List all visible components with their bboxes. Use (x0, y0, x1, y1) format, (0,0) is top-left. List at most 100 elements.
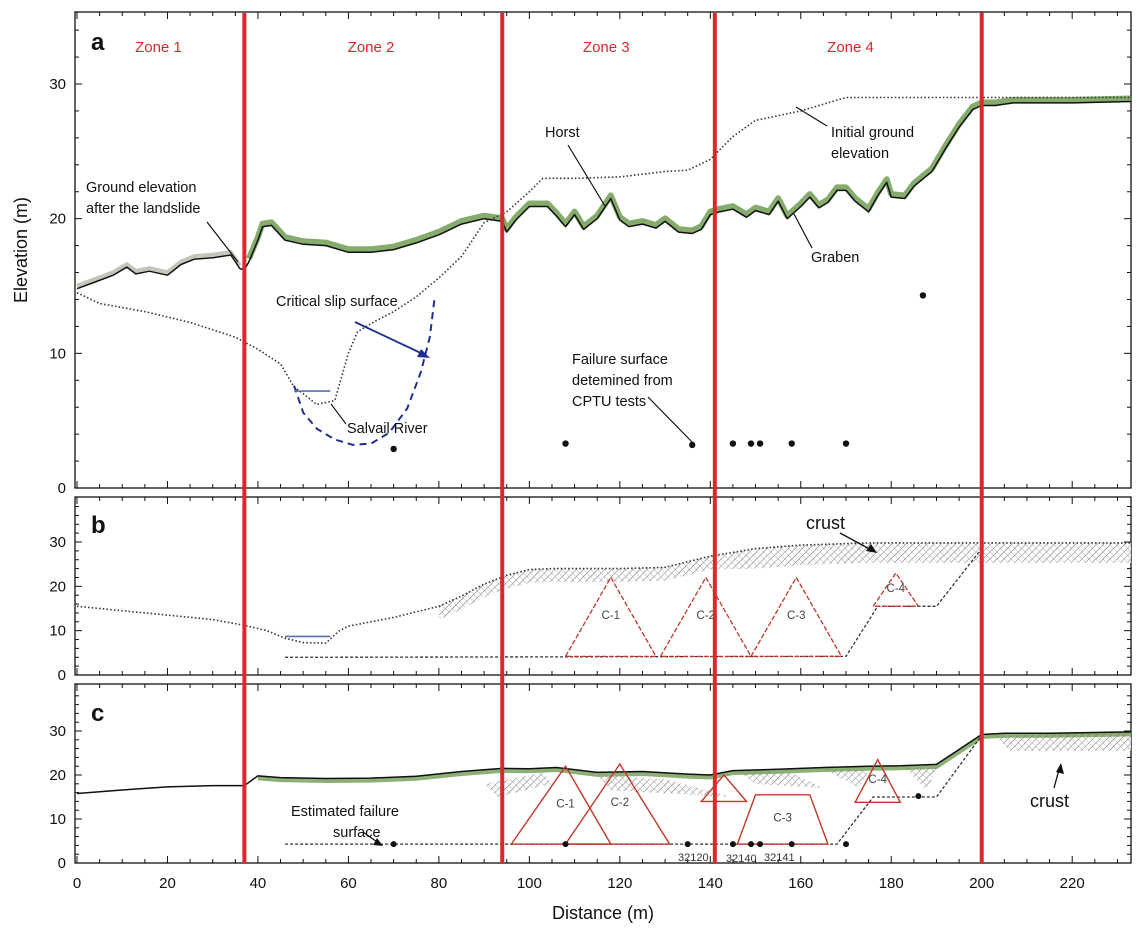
annotation-ground-after-1: Ground elevation (86, 180, 196, 196)
vegetation-a (246, 99, 983, 260)
cptu-point (562, 440, 569, 447)
cptu-point (756, 440, 764, 447)
annotation-salvail-river: Salvail River (347, 421, 428, 437)
x-tick-label: 140 (698, 875, 723, 892)
y-tick-label: 20 (49, 211, 66, 228)
triangle-label: C-3 (787, 610, 806, 622)
zone-boundaries: Zone 1 Zone 2 Zone 3 Zone 4 (135, 13, 984, 863)
arrowhead-crust-b (866, 544, 877, 553)
cptu-id-32140: 32140 (726, 853, 757, 865)
panel-label-a: a (91, 29, 105, 56)
zone-label: Zone 1 (135, 39, 182, 56)
crust-block-c (737, 770, 824, 789)
failure-point (915, 793, 922, 800)
initial-ground-line-a (76, 96, 1131, 406)
x-tick-label: 0 (73, 875, 81, 892)
panel-b-frame (74, 496, 1132, 676)
leader-horst (567, 144, 606, 207)
y-tick-label: 0 (58, 480, 66, 497)
annotation-failure-2: detemined from (572, 373, 673, 389)
critical-slip-surface (293, 299, 436, 446)
arrow-critical-slip (354, 321, 426, 356)
triangle-label: C-2 (611, 797, 630, 809)
y-tick-label: 30 (49, 76, 66, 93)
zone-label: Zone 3 (583, 39, 630, 56)
x-tick-label: 180 (879, 875, 904, 892)
y-tick-label: 0 (58, 855, 66, 872)
triangle-c-c-1 (509, 764, 613, 845)
x-tick-label: 200 (969, 875, 994, 892)
triangle-label: C-1 (556, 798, 575, 810)
triangle-c-3 (749, 576, 843, 658)
x-tick-label: 60 (340, 875, 357, 892)
zone-label: Zone 2 (348, 39, 395, 56)
y-axis-label: Elevation (m) (11, 197, 31, 303)
y-tick-label: 30 (49, 534, 66, 551)
leader-failure (647, 396, 694, 444)
crust-block-c (823, 768, 869, 789)
cptu-point (390, 445, 397, 453)
cptu-id-32120: 32120 (678, 852, 709, 864)
annotation-ground-after-2: after the landslide (86, 201, 200, 217)
zone-label: Zone 4 (827, 39, 874, 56)
crust-block-c (597, 775, 733, 797)
x-tick-label: 40 (250, 875, 267, 892)
ground-after-line-c (76, 731, 1132, 795)
crust-block-c (904, 768, 937, 791)
cptu-id-32141: 32141 (764, 852, 795, 864)
triangle-c-c-3 (736, 794, 829, 845)
cptu-point (842, 440, 850, 447)
leader-graben (793, 213, 813, 249)
annotation-critical-slip: Critical slip surface (276, 294, 398, 310)
panel-label-b: b (91, 512, 106, 539)
ground-after-line-a (76, 100, 1132, 290)
failure-point (562, 841, 569, 848)
leader-ground-after (206, 221, 239, 263)
failure-point (729, 841, 736, 848)
failure-point (748, 841, 755, 848)
triangle-c-4 (871, 571, 920, 607)
y-tick-label: 30 (49, 723, 66, 740)
x-tick-label: 160 (788, 875, 813, 892)
annotation-estimated-failure-2: surface (333, 825, 381, 841)
y-tick-label: 10 (49, 811, 66, 828)
triangle-c-c-4 (853, 758, 902, 803)
triangle-label: C-4 (887, 583, 906, 595)
failure-surface-b (285, 548, 983, 658)
vegetation-a-upper (981, 95, 1132, 106)
chart-marks: C-1 C-2 C-3 C-4 C-1 C-2 C-3 C-4 (390, 292, 927, 848)
annotation-failure-3: CPTU tests (572, 394, 646, 410)
panel-a-frame (74, 11, 1132, 489)
failure-point (843, 841, 850, 848)
triangle-label: C-1 (602, 610, 621, 622)
cptu-point (729, 440, 737, 447)
triangle-label: C-4 (868, 774, 887, 786)
triangle-c-c-2 (564, 762, 671, 845)
x-tick-label: 120 (607, 875, 632, 892)
leader-initial-ground (795, 106, 828, 127)
crust-hatching (76, 95, 1132, 797)
triangle-c (699, 773, 749, 803)
crust-band-b (438, 542, 1131, 620)
y-tick-label: 20 (49, 767, 66, 784)
cptu-point (689, 441, 696, 449)
panel-c-frame (74, 683, 1132, 864)
x-tick-label: 220 (1060, 875, 1085, 892)
series (76, 96, 1132, 845)
annotation-crust-b: crust (806, 513, 845, 533)
arrowhead-crust-c (1056, 763, 1064, 774)
y-tick-label: 0 (58, 667, 66, 684)
axes: 0 10 20 30 0 10 20 30 0 10 20 30 0 20 40 60 80 100 120 140 1… (49, 12, 1131, 892)
failure-point (390, 841, 397, 848)
cptu-point (788, 440, 795, 447)
annotation-initial-ground-1: Initial ground (831, 125, 914, 141)
arrowhead-critical-slip (417, 349, 430, 358)
triangle-label: C-3 (773, 813, 792, 825)
x-tick-label: 100 (517, 875, 542, 892)
failure-point (788, 841, 795, 848)
failure-point (684, 841, 691, 848)
failure-point (757, 841, 764, 848)
crust-block-c (484, 772, 552, 797)
y-tick-label: 10 (49, 623, 66, 640)
